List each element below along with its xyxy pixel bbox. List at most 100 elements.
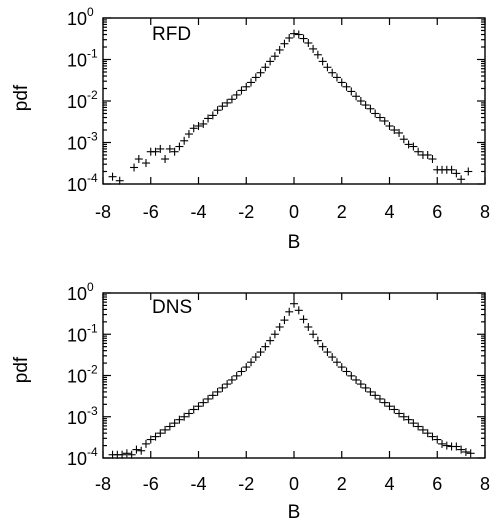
data-point xyxy=(118,450,127,459)
data-point xyxy=(299,34,308,43)
data-point xyxy=(309,330,318,339)
data-point xyxy=(175,142,184,151)
data-point xyxy=(438,439,447,448)
data-point xyxy=(313,336,322,345)
x-tick-label: -2 xyxy=(238,202,254,222)
data-point xyxy=(318,57,327,66)
data-point xyxy=(332,73,341,82)
x-tick-label: 0 xyxy=(289,202,299,222)
data-point xyxy=(156,429,165,438)
data-point xyxy=(361,383,370,392)
data-point xyxy=(318,342,327,351)
data-point xyxy=(385,121,394,130)
data-point xyxy=(218,102,227,111)
data-point xyxy=(294,30,303,39)
data-point xyxy=(132,445,141,454)
x-tick-label: -4 xyxy=(190,202,206,222)
data-point xyxy=(180,412,189,421)
data-point xyxy=(170,147,179,156)
data-point xyxy=(404,140,413,149)
data-point xyxy=(304,322,313,331)
data-point xyxy=(309,44,318,53)
data-point xyxy=(423,429,432,438)
data-point xyxy=(347,371,356,380)
data-point xyxy=(275,45,284,54)
data-point xyxy=(218,383,227,392)
data-point xyxy=(270,330,279,339)
data-point xyxy=(337,78,346,87)
data-point xyxy=(213,387,222,396)
data-point xyxy=(170,419,179,428)
data-point xyxy=(414,147,423,156)
data-point xyxy=(270,52,279,61)
data-point xyxy=(418,425,427,434)
data-point xyxy=(130,163,139,172)
data-points xyxy=(108,29,473,185)
data-point xyxy=(280,316,289,325)
data-point xyxy=(328,68,337,77)
data-point xyxy=(399,412,408,421)
data-point xyxy=(204,114,213,123)
panel-dns: pdf 10-4 10-3 10-2 10-1 100 -8 -6 -4 -2 0 2 4 6 8 DN… xyxy=(11,280,490,523)
data-point xyxy=(256,68,265,77)
data-point xyxy=(337,363,346,372)
data-point xyxy=(247,358,256,367)
data-point xyxy=(457,175,466,184)
x-tick-label: 0 xyxy=(289,474,299,494)
data-point xyxy=(347,87,356,96)
data-point xyxy=(395,128,404,137)
data-point xyxy=(151,147,160,156)
x-tick-label: 2 xyxy=(337,202,347,222)
data-point xyxy=(213,106,222,115)
data-point xyxy=(332,358,341,367)
x-tick-label: 2 xyxy=(337,474,347,494)
data-point xyxy=(141,439,150,448)
data-point xyxy=(237,86,246,95)
data-point xyxy=(161,155,170,164)
data-point xyxy=(452,169,461,178)
data-point xyxy=(342,82,351,91)
data-point xyxy=(342,367,351,376)
data-point xyxy=(290,29,298,38)
data-point xyxy=(280,39,289,48)
data-point xyxy=(457,445,466,454)
x-ticks: -8 -6 -4 -2 0 2 4 6 8 xyxy=(95,18,490,222)
panel-label: DNS xyxy=(152,297,192,318)
data-point xyxy=(108,172,117,181)
x-tick-label: 4 xyxy=(384,474,394,494)
data-point xyxy=(323,63,332,72)
data-point xyxy=(442,441,451,450)
data-point xyxy=(227,375,236,384)
data-point xyxy=(156,144,165,153)
y-tick-label: 100 xyxy=(67,5,94,29)
y-tick-label: 100 xyxy=(67,280,94,304)
data-point xyxy=(409,419,418,428)
data-point xyxy=(199,119,208,128)
data-point xyxy=(137,446,146,455)
panel-rfd: pdf 10-4 10-3 10-2 10-1 100 -8 -6 -4 -2 0 2 4 6 8 RF… xyxy=(11,5,490,253)
data-point xyxy=(313,50,322,59)
y-ticks: 10-4 10-3 10-2 10-1 100 xyxy=(67,280,485,469)
data-point xyxy=(227,95,236,104)
data-point xyxy=(122,449,131,458)
x-tick-label: 8 xyxy=(480,474,490,494)
data-point xyxy=(165,422,174,431)
data-point xyxy=(127,450,136,459)
x-ticks: -8 -6 -4 -2 0 2 4 6 8 xyxy=(95,293,490,494)
x-tick-label: -8 xyxy=(95,474,111,494)
x-tick-label: -6 xyxy=(143,202,159,222)
data-point xyxy=(261,63,270,72)
y-tick-label: 10-2 xyxy=(67,88,98,112)
data-point xyxy=(385,402,394,411)
data-point xyxy=(251,73,260,82)
data-point xyxy=(184,130,193,139)
x-tick-label: 6 xyxy=(432,474,442,494)
data-point xyxy=(223,98,232,107)
data-point xyxy=(242,82,251,91)
data-point xyxy=(464,167,473,176)
data-point xyxy=(371,391,380,400)
data-point xyxy=(361,101,370,110)
data-point xyxy=(404,415,413,424)
y-tick-label: 10-3 xyxy=(67,130,98,154)
